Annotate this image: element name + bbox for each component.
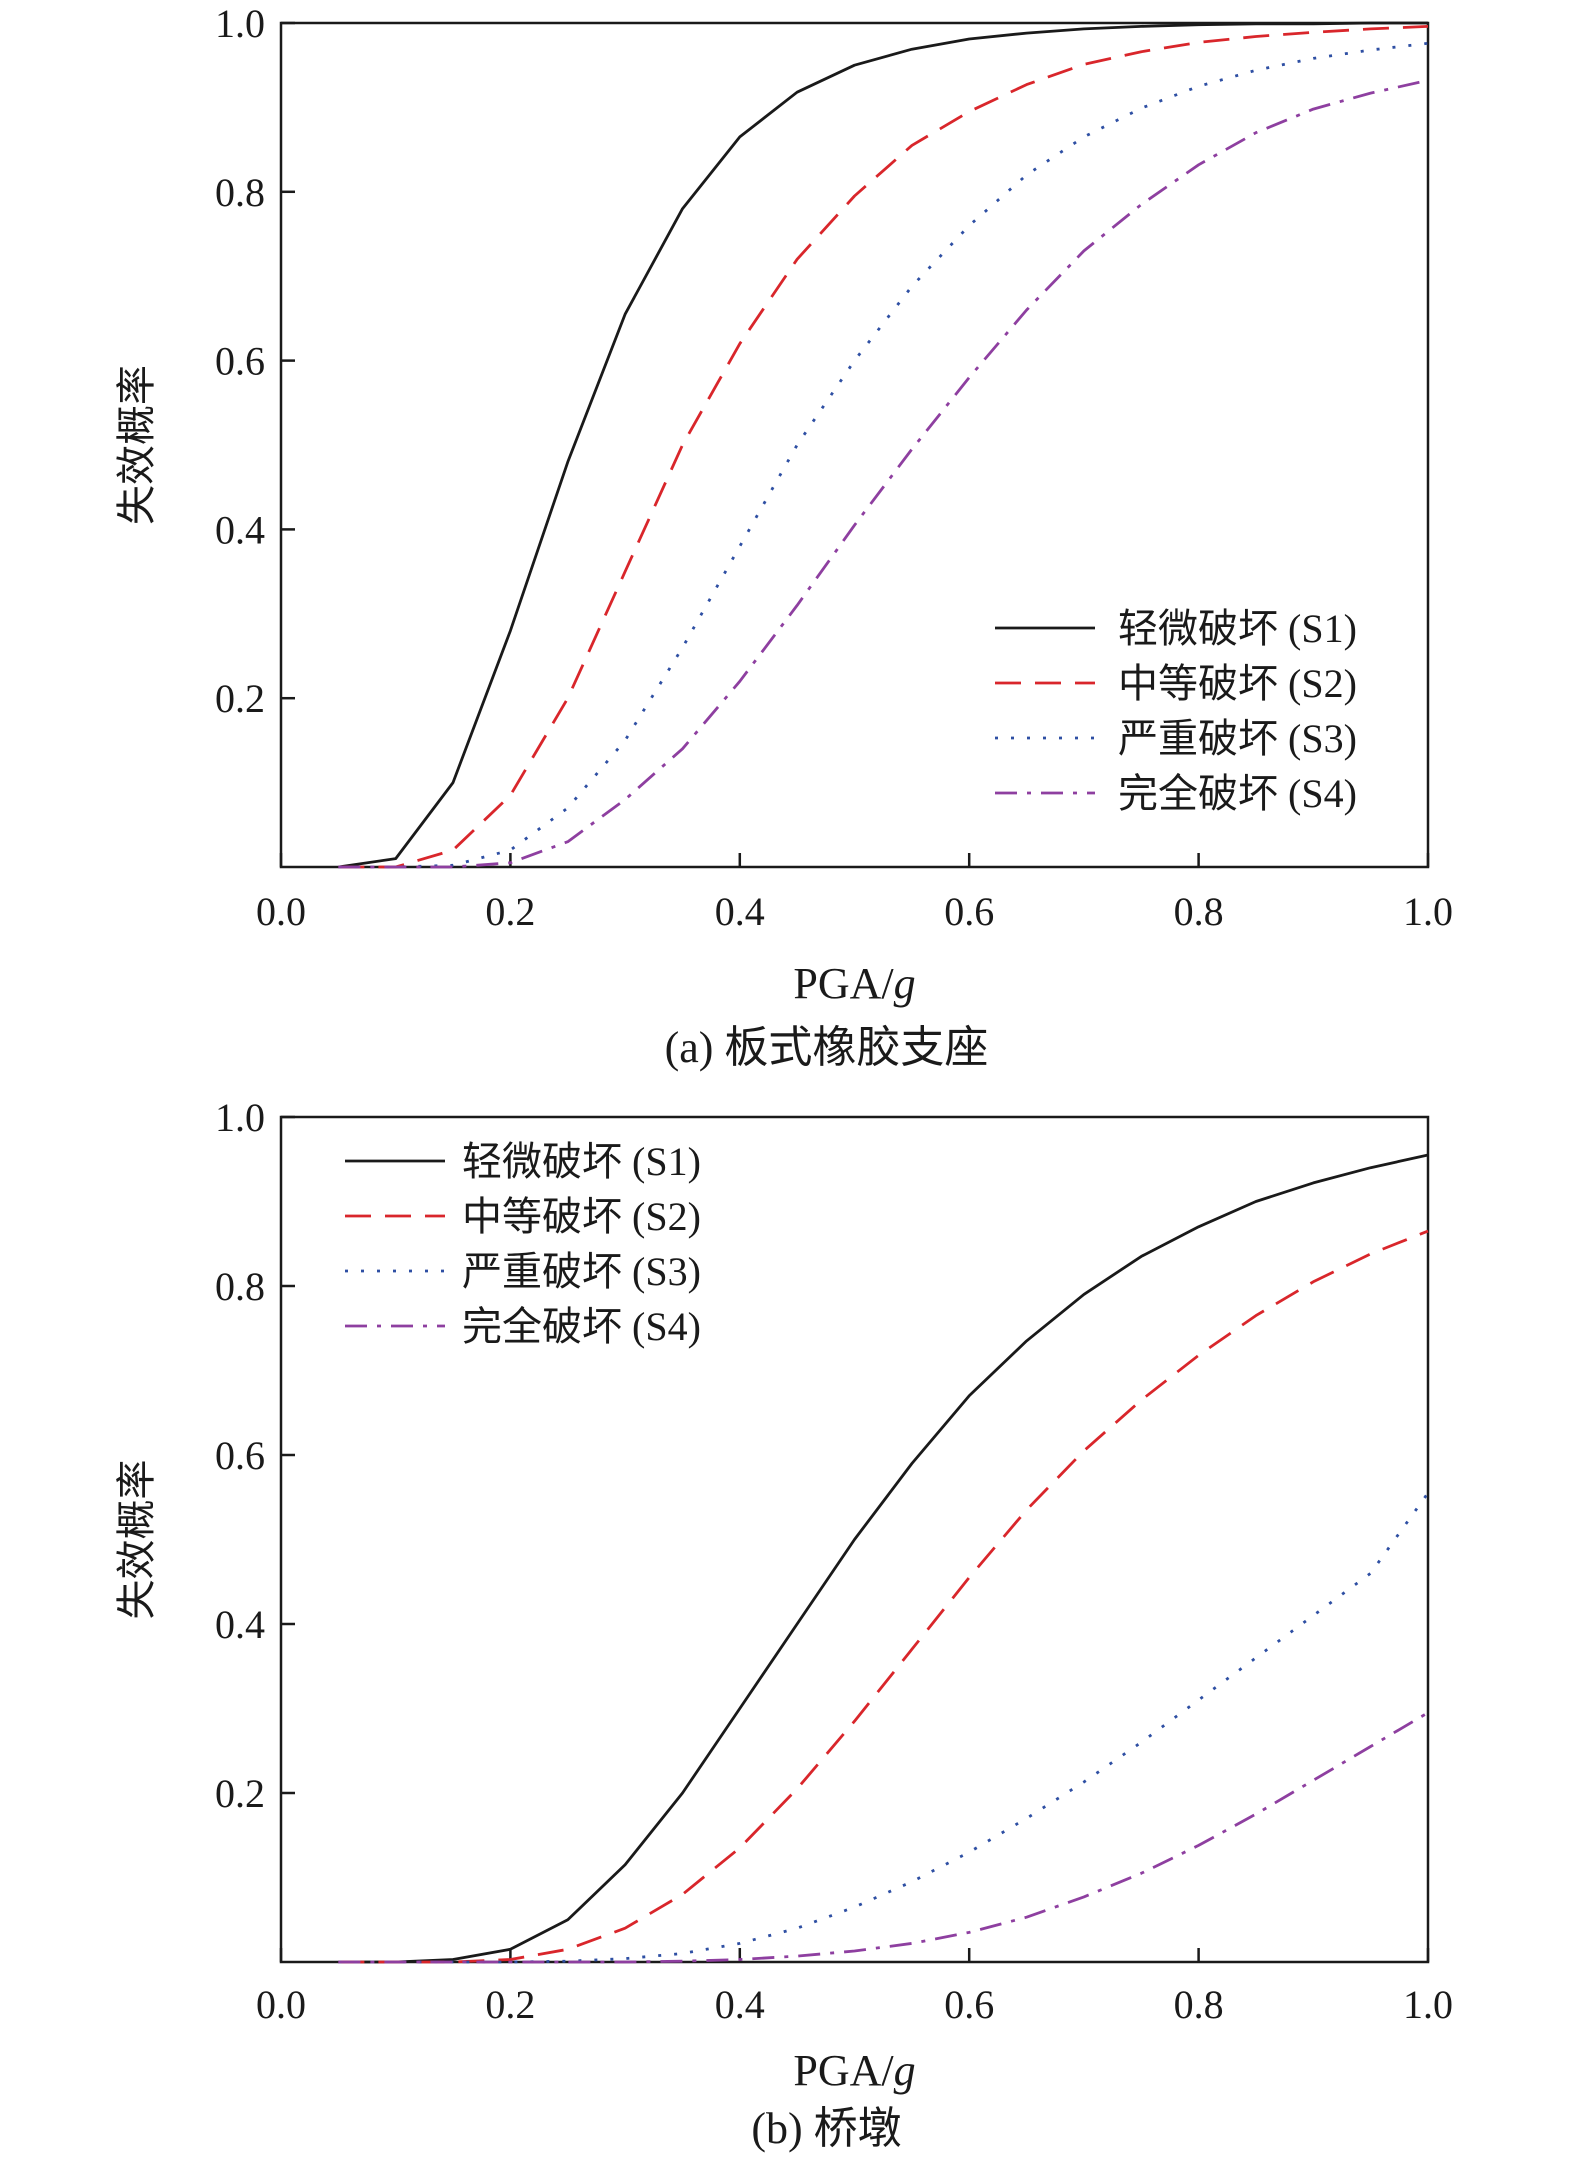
chart-panel-a: 0.0 0.2 0.4 0.6 0.8 1.0 0.2 0.4 0.6 0.8 1.0 PGA/g 失效… — [114, 1, 1453, 1072]
y-axis-title: 失效概率 — [114, 365, 159, 525]
legend-label-s2: 中等破坏 (S2) — [1118, 661, 1357, 706]
x-tick-label: 0.4 — [715, 1982, 765, 2027]
y-tick-label: 1.0 — [215, 1095, 265, 1140]
x-tick-label: 0.2 — [485, 889, 535, 934]
y-tick-label: 0.2 — [215, 1771, 265, 1816]
x-tick-label: 0.0 — [256, 889, 306, 934]
series-line-s1 — [338, 1153, 1429, 1964]
x-tick-label: 1.0 — [1403, 889, 1453, 934]
x-axis-title: PGA/g — [793, 2046, 915, 2095]
series-line-s4 — [338, 79, 1429, 869]
x-tick-label: 0.8 — [1174, 889, 1224, 934]
legend-label-s4: 完全破坏 (S4) — [1118, 771, 1357, 816]
chart-panel-b: 0.0 0.2 0.4 0.6 0.8 1.0 0.2 0.4 0.6 0.8 1.0 PGA/g 失效… — [114, 1095, 1453, 2153]
y-tick-label: 1.0 — [215, 1, 265, 46]
legend-label-s2: 中等破坏 (S2) — [462, 1194, 701, 1239]
legend-label-s3: 严重破坏 (S3) — [1118, 716, 1357, 761]
x-tick-label: 0.2 — [485, 1982, 535, 2027]
x-tick-label: 0.4 — [715, 889, 765, 934]
series-line-s2 — [338, 25, 1429, 869]
series-line-s1 — [338, 21, 1428, 869]
legend-label-s4: 完全破坏 (S4) — [462, 1304, 701, 1349]
x-tick-label: 0.6 — [944, 1982, 994, 2027]
y-tick-label: 0.6 — [215, 1433, 265, 1478]
y-tick-label: 0.4 — [215, 1602, 265, 1647]
panel-caption: (a) 板式橡胶支座 — [665, 1023, 989, 1072]
y-tick-label: 0.2 — [215, 676, 265, 721]
x-tick-label: 0.8 — [1174, 1982, 1224, 2027]
y-axis-title: 失效概率 — [114, 1460, 159, 1620]
plot-frame — [279, 21, 1430, 869]
y-tick-label: 0.8 — [215, 1264, 265, 1309]
x-tick-label: 0.0 — [256, 1982, 306, 2027]
y-tick-label: 0.8 — [215, 170, 265, 215]
y-tick-label: 0.4 — [215, 507, 265, 552]
legend-label-s1: 轻微破坏 (S1) — [462, 1139, 701, 1184]
x-axis-title: PGA/g — [793, 959, 915, 1008]
series-line-s3 — [338, 1492, 1430, 1964]
x-tick-label: 1.0 — [1403, 1982, 1453, 2027]
series-line-s4 — [338, 1711, 1429, 1964]
panel-caption: (b) 桥墩 — [751, 2104, 901, 2153]
legend-label-s3: 严重破坏 (S3) — [462, 1249, 701, 1294]
x-tick-label: 0.6 — [944, 889, 994, 934]
plot-frame — [279, 1115, 1430, 1964]
legend-label-s1: 轻微破坏 (S1) — [1118, 606, 1357, 651]
series-line-s2 — [338, 1229, 1429, 1964]
y-tick-label: 0.6 — [215, 339, 265, 384]
